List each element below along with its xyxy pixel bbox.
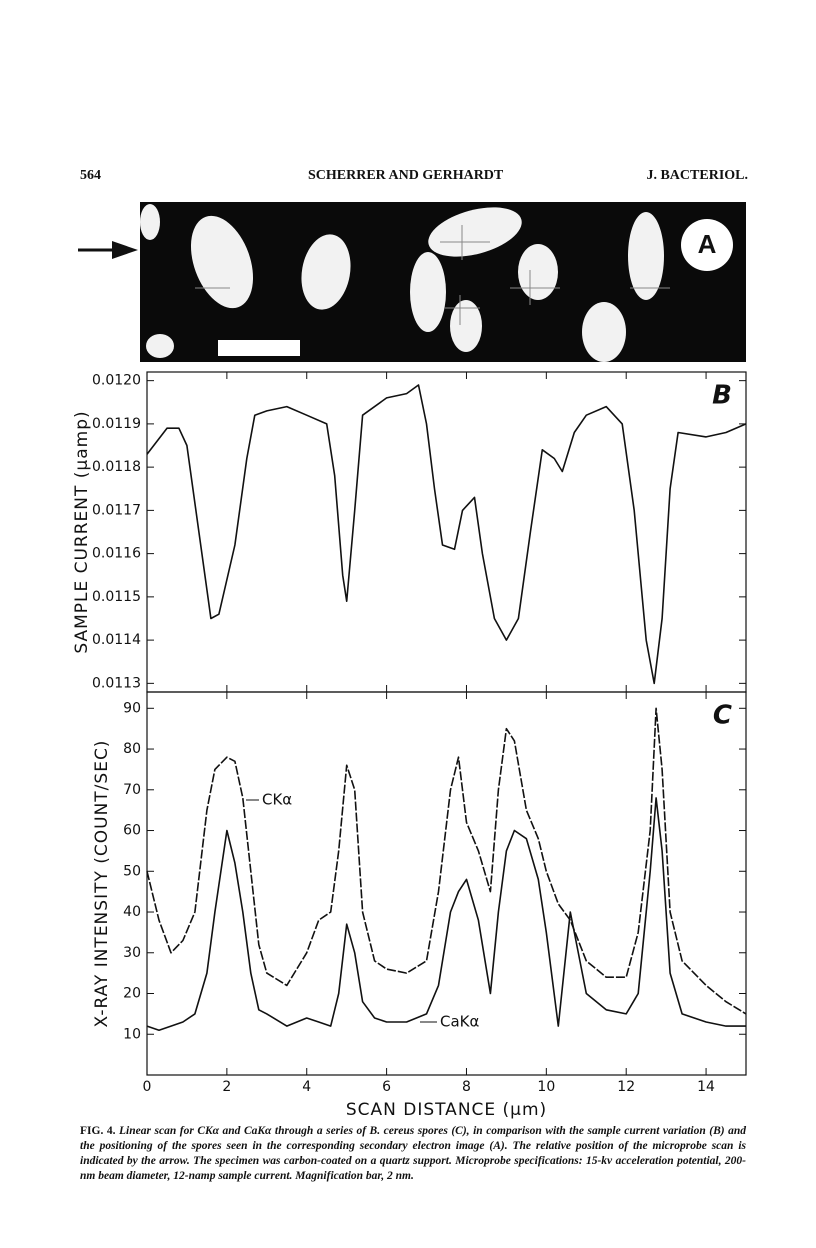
y-tick-label: 0.0115 [92, 589, 141, 605]
running-head: SCHERRER AND GERHARDT [308, 168, 504, 183]
panel-label: C [713, 701, 732, 731]
x-tick-label: 14 [697, 1079, 715, 1095]
panel-label-badge [681, 219, 733, 271]
y-axis-label: SAMPLE CURRENT (μamp) [72, 410, 92, 653]
x-tick-label: 6 [382, 1079, 391, 1095]
figure-caption: FIG. 4. Linear scan for CKα and CaKα thr… [80, 1124, 746, 1184]
data-line [146, 384, 747, 685]
y-tick-label: 40 [123, 904, 141, 920]
caption-text: Linear scan for CKα and CaKα through a s… [80, 1125, 747, 1182]
data-line [146, 707, 747, 1015]
x-tick-label: 0 [143, 1079, 152, 1095]
y-tick-label: 20 [123, 986, 141, 1002]
figure: A 0.0113 0.0114 0.0115 0.0116 0.0117 0.0118 0.… [72, 202, 747, 1120]
y-tick-label: 0.0117 [92, 502, 141, 518]
page-number: 564 [80, 168, 101, 183]
x-axis-label: SCAN DISTANCE (μm) [346, 1100, 547, 1120]
x-tick-label: 12 [617, 1079, 635, 1095]
y-tick-label: 0.0114 [92, 632, 141, 648]
x-tick-label: 2 [222, 1079, 231, 1095]
x-tick-label: 8 [462, 1079, 471, 1095]
y-axis-label: X-RAY INTENSITY (COUNT/SEC) [92, 740, 112, 1028]
y-tick-label: 80 [123, 741, 141, 757]
series-label: CKα [262, 791, 292, 809]
y-tick-label: 0.0118 [92, 459, 141, 475]
y-tick-label: 0.0119 [92, 416, 141, 432]
x-tick-label: 10 [537, 1079, 555, 1095]
y-tick-label: 70 [123, 782, 141, 798]
panel-label: B [712, 381, 732, 411]
crosshairs [195, 225, 670, 325]
y-tick-label: 90 [123, 700, 141, 716]
electron-image: A [78, 202, 746, 362]
y-tick-label: 0.0120 [92, 373, 141, 389]
magnification-bar [218, 340, 300, 356]
series-label: CaKα [440, 1013, 480, 1031]
caption-label: FIG. 4. [80, 1125, 116, 1137]
spores [140, 204, 664, 362]
y-tick-label: 50 [123, 863, 141, 879]
y-tick-label: 10 [123, 1026, 141, 1042]
y-tick-label: 30 [123, 945, 141, 961]
journal-name: J. BACTERIOL. [646, 168, 748, 183]
y-tick-label: 0.0113 [92, 675, 141, 691]
x-tick-label: 4 [302, 1079, 311, 1095]
y-tick-label: 60 [123, 823, 141, 839]
data-line [146, 797, 746, 1031]
panel-label: A [698, 229, 717, 259]
plot-frame [146, 691, 747, 1076]
y-tick-label: 0.0116 [92, 546, 141, 562]
scan-arrow-head [112, 241, 138, 259]
